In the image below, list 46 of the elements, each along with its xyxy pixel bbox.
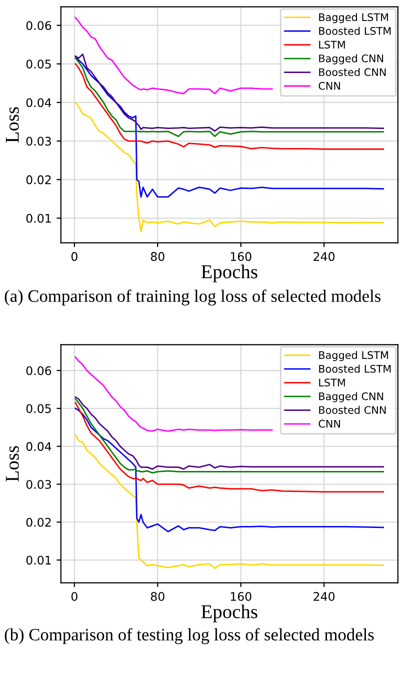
legend-label: Bagged LSTM — [319, 350, 388, 362]
y-tick-label: 0.02 — [26, 518, 51, 527]
y-tick-label: 0.01 — [26, 214, 51, 223]
y-tick-label: 0.04 — [26, 442, 52, 451]
x-axis-title: Epochs — [201, 264, 258, 282]
line-series — [74, 434, 384, 570]
legend-label: CNN — [318, 420, 340, 428]
line-series — [74, 356, 273, 432]
y-axis-title: Loss — [6, 107, 19, 143]
legend-label: CNN — [318, 82, 340, 90]
x-tick-label: 0 — [71, 592, 78, 601]
line-series — [74, 56, 384, 198]
y-tick-label: 0.01 — [26, 556, 51, 565]
y-axis-title: Loss — [6, 446, 19, 482]
legend-label: Bagged CNN — [319, 392, 384, 402]
x-tick-label: 80 — [150, 252, 164, 261]
line-series — [74, 402, 384, 492]
line-series — [74, 16, 273, 94]
line-series — [74, 102, 384, 232]
y-tick-label: 0.04 — [26, 98, 52, 108]
x-tick-label: 0 — [71, 252, 78, 261]
legend-label: Boosted LSTM — [319, 26, 391, 35]
y-tick-label: 0.03 — [26, 136, 51, 146]
y-tick-label: 0.05 — [26, 60, 51, 69]
line-series — [74, 63, 384, 150]
legend-label: Boosted CNN — [319, 68, 386, 76]
x-tick-label: 160 — [230, 252, 252, 261]
legend-label: LSTM — [319, 40, 345, 49]
legend-label: LSTM — [319, 378, 345, 387]
y-tick-label: 0.06 — [26, 366, 52, 376]
legend-label: Bagged CNN — [319, 54, 384, 64]
text: (a) Comparison of training log loss of selected models — [4, 290, 380, 306]
y-tick-label: 0.03 — [26, 480, 51, 489]
text: (b) Comparison of testing log loss of selected models — [4, 628, 374, 644]
x-axis-title: Epochs — [201, 604, 258, 622]
y-tick-label: 0.06 — [26, 21, 52, 30]
x-tick-label: 160 — [230, 592, 252, 601]
legend-label: Boosted LSTM — [319, 364, 391, 373]
x-tick-label: 240 — [314, 252, 335, 261]
legend-label: Bagged LSTM — [319, 13, 388, 24]
y-tick-label: 0.05 — [26, 404, 51, 414]
y-tick-label: 0.02 — [26, 175, 51, 184]
legend-label: Boosted CNN — [319, 406, 386, 414]
x-tick-label: 240 — [314, 592, 335, 601]
x-tick-label: 80 — [150, 592, 164, 601]
line-series — [74, 408, 384, 532]
